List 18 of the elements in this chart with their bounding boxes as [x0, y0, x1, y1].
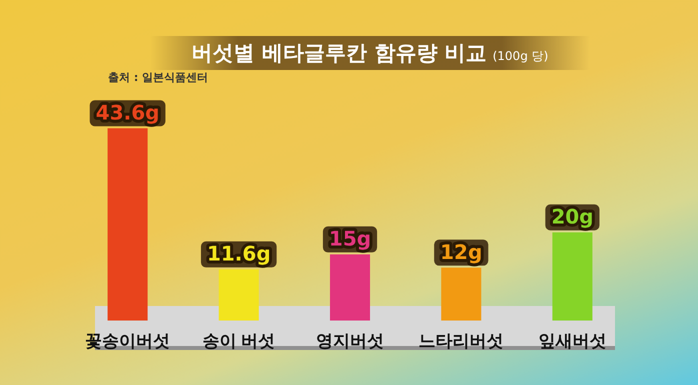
chart-subtitle: (100g 당) [492, 49, 548, 63]
x-tick-label: 송이 버섯 [202, 331, 276, 350]
bar [552, 232, 592, 321]
data-label: 15g [328, 226, 372, 251]
data-label: 11.6g [206, 242, 271, 266]
x-tick-label: 영지버섯 [316, 331, 384, 350]
x-tick-label: 잎새버섯 [538, 331, 606, 350]
data-label: 12g [440, 240, 482, 264]
x-tick-label: 느타리버섯 [418, 331, 504, 350]
data-label: 20g [551, 204, 594, 229]
bar [218, 269, 259, 321]
bar [441, 268, 482, 321]
bar [330, 254, 370, 321]
chart-title: 버섯별 베타글루칸 함유량 비교 [192, 41, 487, 65]
data-label: 43.6g [96, 100, 160, 124]
source-note: 출처 : 일본식품센터 [108, 70, 208, 85]
x-tick-label: 꽃송이버섯 [85, 331, 170, 350]
bar [108, 128, 148, 321]
